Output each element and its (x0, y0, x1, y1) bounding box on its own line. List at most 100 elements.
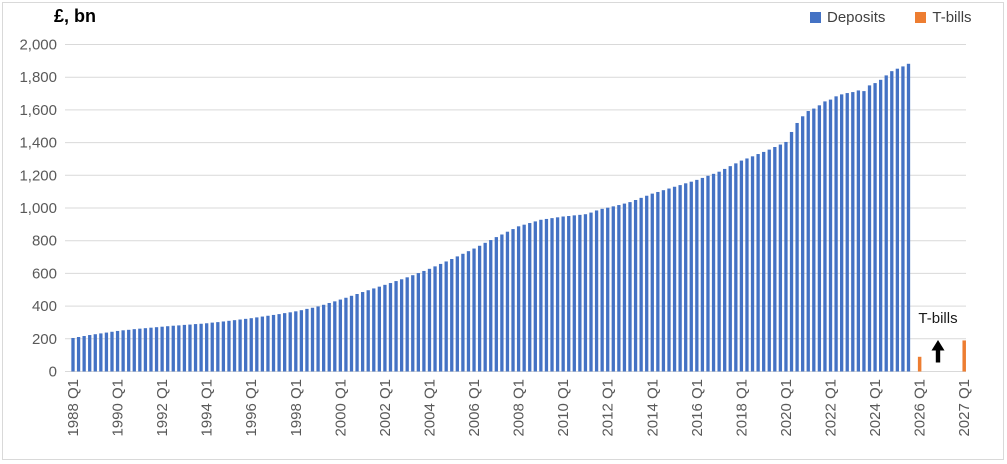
deposit-bar (739, 160, 744, 372)
legend-label-tbills: T-bills (932, 9, 972, 26)
deposit-bar (216, 322, 220, 372)
deposit-bar (427, 268, 432, 372)
deposit-bar (695, 179, 699, 372)
deposit-bar (522, 224, 526, 372)
deposit-bar (645, 195, 649, 372)
deposit-bar (399, 279, 404, 372)
deposit-bar (188, 324, 192, 372)
deposit-bar (154, 327, 159, 372)
x-tick-label: 2002 Q1 (377, 379, 394, 437)
deposit-bar (756, 154, 760, 372)
legend: Deposits T-bills (810, 9, 972, 26)
deposit-bar (723, 168, 727, 372)
x-tick-label: 1998 Q1 (288, 379, 305, 437)
tbills-annotation: T-bills (918, 310, 958, 327)
deposit-bar (271, 314, 276, 372)
deposit-bar (778, 144, 783, 372)
legend-item-deposits: Deposits (810, 9, 885, 26)
deposit-bar (867, 85, 872, 372)
y-tick-label: 400 (32, 298, 57, 315)
deposit-bar (221, 321, 226, 372)
x-tick-label: 2012 Q1 (600, 379, 617, 437)
deposit-bar (578, 214, 582, 372)
deposit-bar (316, 306, 320, 372)
deposit-bar (166, 326, 170, 372)
deposit-bar (193, 324, 198, 372)
x-tick-label: 1992 Q1 (154, 379, 171, 437)
deposit-bar (767, 149, 771, 372)
deposit-bar (121, 330, 125, 372)
deposit-bar (76, 337, 81, 372)
deposit-bar (606, 207, 610, 372)
deposit-bar (583, 214, 588, 372)
deposit-bar (88, 335, 92, 372)
deposit-bar (856, 90, 861, 372)
deposit-bar (689, 181, 693, 372)
deposit-bar (795, 122, 799, 372)
deposit-bar (678, 185, 682, 372)
deposit-bar (249, 318, 253, 372)
x-tick-label: 2024 Q1 (867, 379, 884, 437)
y-tick-label: 1,800 (19, 69, 57, 86)
x-tick-label: 2022 Q1 (823, 379, 840, 437)
deposit-bar (305, 308, 309, 372)
deposit-bar (784, 141, 788, 372)
deposit-bar (862, 91, 866, 372)
deposit-bar (171, 325, 175, 372)
legend-item-tbills: T-bills (915, 9, 972, 26)
deposit-bar (416, 273, 420, 372)
deposit-bar (444, 261, 448, 372)
deposit-bar (656, 191, 660, 372)
deposit-bar (550, 218, 554, 372)
deposit-bar (244, 318, 248, 372)
deposit-bar (650, 193, 654, 372)
deposit-bar (661, 190, 666, 372)
deposit-bar (110, 331, 114, 372)
deposit-bar (299, 310, 304, 372)
y-tick-label: 1,200 (19, 167, 57, 184)
x-tick-label: 2020 Q1 (778, 379, 795, 437)
deposit-bar (277, 314, 281, 372)
deposit-bar (260, 316, 265, 372)
x-tick-label: 2008 Q1 (511, 379, 528, 437)
deposit-bar (333, 301, 337, 372)
deposit-bar (672, 186, 677, 372)
deposit-bar (132, 329, 136, 372)
deposit-bar (561, 216, 565, 372)
legend-label-deposits: Deposits (827, 9, 886, 26)
deposit-bar (149, 327, 153, 372)
deposit-bar (160, 326, 164, 372)
deposit-bar (589, 212, 593, 372)
deposit-bar (516, 226, 521, 372)
deposit-bar (227, 320, 231, 372)
x-tick-label: 2006 Q1 (466, 379, 483, 437)
deposit-bar (762, 151, 766, 372)
deposit-bar (572, 215, 576, 372)
x-tick-label: 2004 Q1 (421, 379, 438, 437)
deposit-bar (422, 270, 426, 372)
x-tick-label: 2027 Q1 (956, 379, 973, 437)
y-tick-label: 600 (32, 265, 57, 282)
deposit-bar (127, 329, 131, 372)
deposit-bar (360, 292, 365, 372)
deposit-bar (750, 156, 755, 372)
deposit-bar (355, 294, 359, 372)
deposit-bar (533, 221, 537, 372)
deposit-bar (700, 177, 705, 372)
deposit-bar (711, 173, 716, 372)
deposit-bar (734, 163, 738, 372)
deposit-bar (294, 311, 298, 372)
deposit-bar (773, 147, 777, 372)
deposit-bar (377, 286, 381, 372)
deposit-bar (684, 183, 688, 372)
deposit-bar (472, 248, 476, 372)
deposit-bar (483, 242, 487, 372)
deposit-bar (539, 219, 543, 372)
deposit-bar (238, 319, 242, 372)
tbill-bar (917, 356, 922, 372)
y-axis-title: £, bn (54, 6, 97, 26)
deposit-bar (594, 210, 599, 372)
deposit-bar (500, 234, 504, 372)
x-tick-label: 2014 Q1 (644, 379, 661, 437)
